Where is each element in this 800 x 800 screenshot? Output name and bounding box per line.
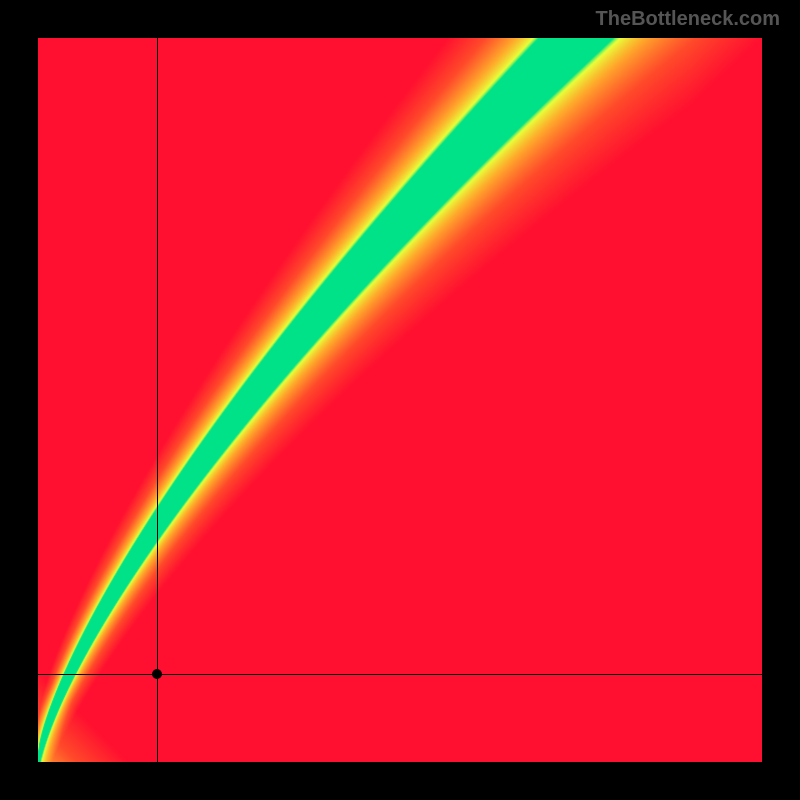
crosshair-horizontal xyxy=(38,674,762,675)
chart-plot-area xyxy=(38,38,762,762)
watermark-text: TheBottleneck.com xyxy=(596,8,780,31)
heatmap-canvas xyxy=(38,38,762,762)
chart-black-frame xyxy=(0,0,800,800)
crosshair-vertical xyxy=(157,38,158,762)
chart-container: TheBottleneck.com xyxy=(0,0,800,800)
